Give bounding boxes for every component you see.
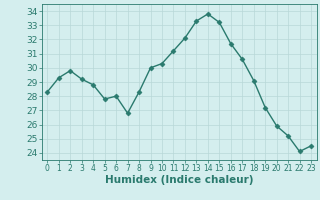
- X-axis label: Humidex (Indice chaleur): Humidex (Indice chaleur): [105, 175, 253, 185]
